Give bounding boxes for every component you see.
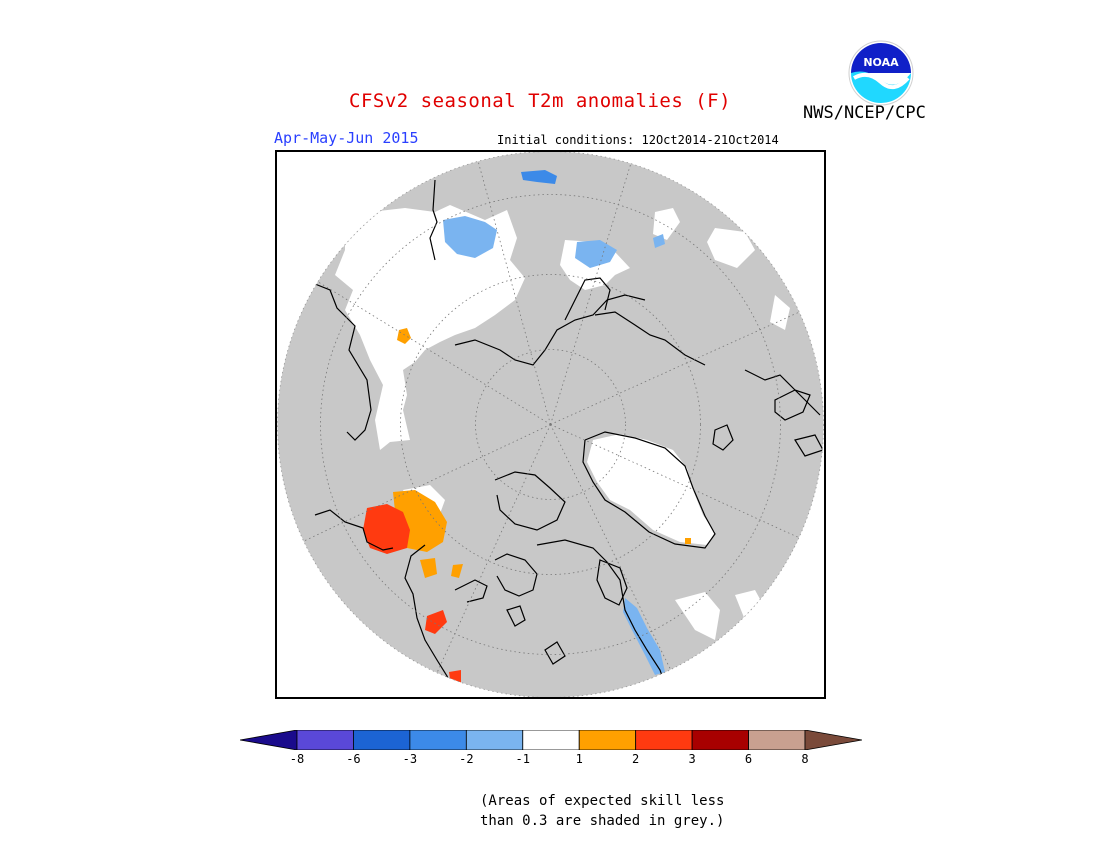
colorbar-tick-label: 2: [632, 752, 640, 766]
below-normal-region-tibet: [521, 170, 557, 184]
below-normal-region-central-asia: [575, 240, 617, 268]
much-above-normal-region-alaska: [363, 504, 410, 554]
colorbar-tick-label: -1: [515, 752, 530, 766]
near-normal-region-greenland: [587, 434, 715, 545]
colorbar-tick-label: -8: [289, 752, 305, 766]
colorbar-tick-label: 1: [575, 752, 583, 766]
coastlines: [304, 179, 824, 691]
colorbar-tick-label: -2: [459, 752, 474, 766]
colorbar-triangle-low: [240, 730, 298, 750]
colorbar-tick-label: -3: [402, 752, 418, 766]
colorbar-tick-label: 8: [801, 752, 809, 766]
colorbar-tick-label: -6: [346, 752, 361, 766]
chart-title: CFSv2 seasonal T2m anomalies (F): [349, 90, 732, 112]
colorbar: [240, 730, 862, 750]
colorbar-box: [748, 730, 806, 750]
noaa-logo: NOAA: [848, 40, 914, 106]
above-normal-region-greenland-tip: [685, 538, 691, 544]
initial-conditions-label: Initial conditions: 12Oct2014-21Oct2014: [497, 133, 779, 147]
above-normal-region-canada-2: [451, 564, 463, 578]
below-normal-region-china: [443, 216, 497, 258]
near-normal-region-asia: [335, 205, 525, 450]
colorbar-box: [465, 730, 524, 750]
above-normal-region-canada-1: [420, 558, 437, 578]
colorbar-box: [691, 730, 749, 750]
skill-note-line-2: than 0.3 are shaded in grey.): [480, 813, 725, 829]
colorbar-box: [522, 730, 580, 750]
season-label: Apr-May-Jun 2015: [274, 129, 419, 147]
near-normal-region-europe: [653, 208, 790, 330]
colorbar-tick-label: 6: [744, 752, 753, 766]
much-above-normal-region-canada: [425, 610, 447, 634]
below-normal-region-hudson: [623, 598, 665, 675]
near-normal-region-north-america: [675, 590, 767, 640]
skill-note: (Areas of expected skill less than 0.3 a…: [480, 791, 724, 831]
colorbar-tick-label: 3: [688, 752, 696, 766]
polar-map: [275, 150, 826, 699]
colorbar-triangle-high: [804, 730, 862, 750]
colorbar-box: [409, 730, 467, 750]
colorbar-box: [296, 730, 354, 750]
map-border: [275, 150, 826, 699]
noaa-logo-text: NOAA: [863, 56, 899, 69]
below-normal-region-small: [653, 234, 665, 248]
skill-note-line-1: (Areas of expected skill less: [480, 793, 725, 809]
graticule: [284, 151, 824, 698]
colorbar-box: [578, 730, 637, 750]
colorbar-box: [635, 730, 693, 750]
colorbar-box: [353, 730, 411, 750]
agency-label: NWS/NCEP/CPC: [803, 103, 926, 123]
